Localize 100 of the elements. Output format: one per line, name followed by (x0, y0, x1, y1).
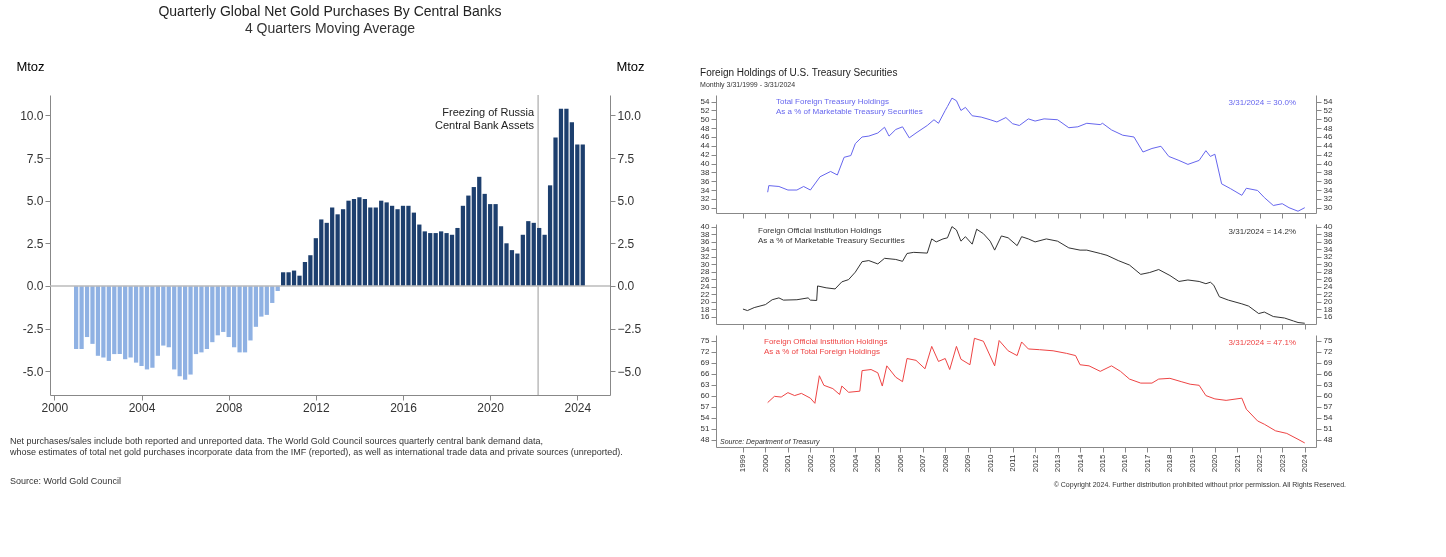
y-tick-label: 36 (700, 237, 711, 247)
x-tick-label: 2020 (1210, 453, 1220, 473)
x-tick-label: 2005 (873, 453, 883, 473)
y-tick-label: 54 (700, 97, 711, 107)
y-tick-label: 40 (700, 222, 711, 232)
y-tick-label: 38 (700, 229, 711, 239)
y2-tick-label: 5.0 (617, 194, 635, 209)
y2-tick-label: 63 (1323, 380, 1333, 390)
y-tick-label: 20 (700, 297, 711, 307)
y-tick-label: 30 (700, 203, 711, 213)
source-note: Source: World Gold Council (10, 476, 121, 486)
y-tick-label: 66 (700, 369, 711, 379)
y-tick-label: 10.0 (20, 108, 44, 123)
y-tick-label: 57 (700, 402, 711, 412)
y-tick-label: 63 (700, 380, 711, 390)
y-tick-label: 54 (700, 413, 711, 423)
y2-tick-label: 16 (1323, 312, 1333, 322)
y2-tick-label: 48 (1323, 435, 1333, 445)
y2-tick-label: 22 (1323, 289, 1333, 299)
y-tick-label: 48 (700, 123, 711, 133)
y-tick-label: 36 (700, 176, 711, 186)
y2-tick-label: 72 (1323, 347, 1333, 357)
x-tick-label: 2024 (1300, 453, 1310, 473)
x-tick-label: 2000 (41, 400, 69, 415)
y-tick-label: 30 (700, 259, 711, 269)
x-tick-label: 2006 (895, 453, 905, 473)
x-tick-label: 2022 (1255, 453, 1265, 473)
y-tick-label: 46 (700, 132, 711, 142)
x-tick-label: 2008 (940, 453, 950, 473)
y2-tick-label: 10.0 (617, 108, 642, 123)
y2-tick-label: 44 (1323, 141, 1333, 151)
x-tick-label: 2012 (302, 400, 331, 415)
y2-tick-label: 69 (1323, 358, 1333, 368)
line-series (767, 97, 1306, 212)
x-tick-label: 2019 (1187, 453, 1197, 473)
x-tick-label: 2014 (1075, 453, 1085, 473)
y2-tick-label: 51 (1323, 424, 1333, 434)
y2-tick-label: 40 (1323, 222, 1333, 232)
y2-tick-label: 50 (1323, 114, 1333, 124)
y-tick-label: 44 (700, 141, 711, 151)
y2-tick-label: 38 (1323, 229, 1333, 239)
text: Net purchases/sales include both reported and unreported data. The World Gold Council sources quarterly central bank demand data, whose estimates of total net gold purchases incorporate data from the IMF (reported), as well as international trade data and private sources (unreported). (9, 436, 623, 457)
x-tick-label: 2003 (828, 453, 838, 473)
x-tick-label: 2000 (760, 453, 770, 473)
series-label: Total Foreign Treasury Holdings As a % of Marketable Treasury Securities (776, 97, 923, 116)
y-tick-label: 69 (700, 358, 711, 368)
y-tick-label: 2.5 (26, 236, 44, 251)
y2-tick-label: 40 (1323, 159, 1333, 168)
y2-tick-label: 36 (1323, 176, 1333, 186)
y-tick-label: 5.0 (26, 194, 44, 209)
y-tick-label: 50 (700, 114, 711, 124)
y2-tick-label: 24 (1323, 282, 1333, 292)
x-tick-label: 2004 (850, 453, 860, 473)
x-tick-label: 2016 (1120, 453, 1130, 473)
y2-tick-label: 34 (1323, 244, 1333, 254)
y2-tick-label: 20 (1323, 297, 1333, 307)
y-tick-label: 16 (700, 312, 711, 322)
x-tick-label: 2004 (128, 400, 156, 415)
y-axis-title: Mtoz (16, 58, 45, 74)
y-tick-label: 51 (700, 424, 711, 434)
y2-tick-label: 30 (1323, 203, 1333, 213)
x-tick-label: 2024 (564, 400, 592, 415)
y2-tick-label: −2.5 (617, 322, 642, 337)
y2-tick-label: 28 (1323, 267, 1333, 277)
y2-tick-label: 32 (1323, 194, 1333, 204)
chart-subtitle: 4 Quarters Moving Average (244, 20, 416, 36)
y2-tick-label: 18 (1323, 304, 1333, 314)
y-tick-label: 48 (700, 435, 711, 445)
y2-tick-label: 0.0 (617, 279, 635, 294)
y2-tick-label: 7.5 (617, 151, 635, 166)
y-tick-label: 72 (700, 347, 711, 357)
y-tick-label: 32 (700, 252, 711, 262)
x-tick-label: 2016 (390, 400, 418, 415)
y-tick-label: 34 (700, 185, 711, 195)
y-tick-label: 24 (700, 282, 711, 292)
chart-title: Foreign Holdings of U.S. Treasury Securities (700, 67, 898, 79)
y2-tick-label: 75 (1323, 336, 1333, 346)
x-tick-label: 2010 (985, 453, 995, 473)
x-tick-label: 2012 (1030, 453, 1040, 473)
bar (580, 144, 585, 286)
y2-tick-label: 26 (1323, 274, 1333, 284)
y-tick-label: 7.5 (26, 151, 44, 166)
y-tick-label: 0.0 (26, 279, 44, 294)
annotation: 3/31/2024 = 30.0% (1228, 98, 1296, 107)
y2-tick-label: 46 (1323, 132, 1333, 142)
x-tick-label: 2007 (918, 453, 928, 473)
y2-tick-label: 54 (1323, 97, 1333, 107)
x-tick-label: 2017 (1142, 453, 1152, 473)
y-tick-label: 34 (700, 244, 711, 254)
x-tick-label: 2002 (805, 453, 815, 473)
y2-tick-label: 48 (1323, 123, 1333, 133)
y-tick-label: 28 (700, 267, 711, 277)
y2-tick-label: 32 (1323, 252, 1333, 262)
annotation: 3/31/2024 = 14.2% (1228, 227, 1296, 236)
y2-tick-label: 54 (1323, 413, 1333, 423)
y2-tick-label: −5.0 (617, 364, 642, 379)
y-tick-label: 52 (700, 105, 711, 115)
y-tick-label: -5.0 (22, 364, 44, 379)
y2-tick-label: 30 (1323, 259, 1333, 269)
x-tick-label: 2001 (783, 453, 793, 473)
